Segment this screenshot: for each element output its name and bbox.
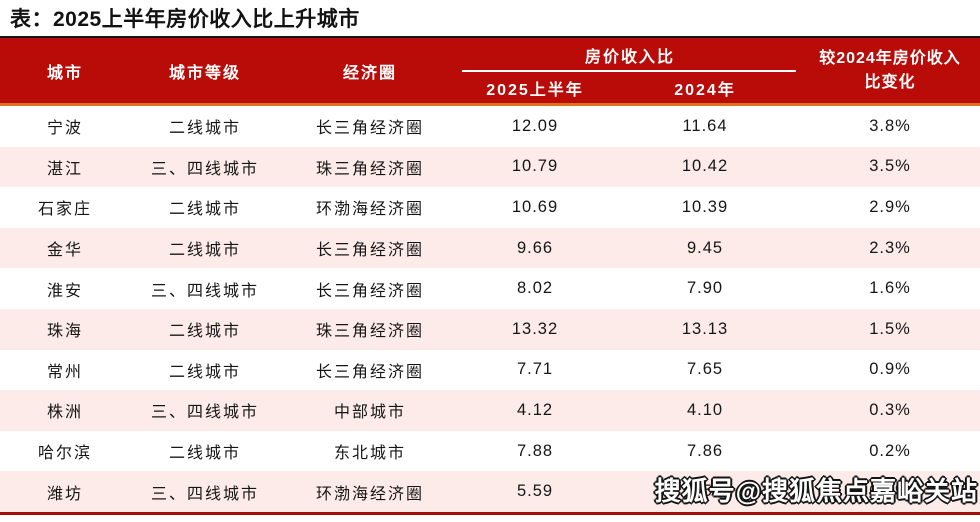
cell-region: 珠三角经济圈 [315, 323, 424, 341]
header-2025h1: 2025上半年 [460, 72, 610, 105]
table-row: 湛江 三、四线城市 珠三角经济圈 10.79 10.42 3.5% [0, 146, 980, 188]
cell-city: 常州 [46, 363, 83, 381]
cell-change: 1.6% [869, 279, 911, 298]
cell-city: 石家庄 [37, 201, 92, 219]
cell-city: 湛江 [46, 160, 83, 178]
cell-ratio-2024: 9.45 [686, 238, 724, 257]
header-ratio-group: 房价收入比 [460, 37, 801, 72]
cell-tier: 三、四线城市 [150, 160, 259, 178]
table-row: 淮安 三、四线城市 长三角经济圈 8.02 7.90 1.6% [0, 268, 980, 309]
cell-change: 0.2% [869, 441, 911, 460]
group-underline-rule [462, 70, 797, 72]
cell-change: 2.3% [869, 238, 911, 257]
cell-tier: 二线城市 [168, 120, 241, 138]
cell-ratio-2025h1: 9.66 [516, 238, 554, 257]
cell-ratio-2025h1: 10.69 [511, 197, 559, 216]
header-city: 城市 [0, 37, 130, 105]
cell-ratio-2025h1: 8.02 [516, 279, 554, 298]
cell-change: 3.5% [869, 157, 911, 176]
cell-region: 东北城市 [333, 445, 406, 463]
cell-region: 长三角经济圈 [315, 282, 424, 300]
cell-tier: 二线城市 [168, 445, 241, 463]
cell-region: 环渤海经济圈 [315, 201, 424, 219]
table-header: 城市 城市等级 经济圈 房价收入比 较2024年房价收入 比变化 2025上半年… [0, 37, 980, 105]
table-row: 石家庄 二线城市 环渤海经济圈 10.69 10.39 2.9% [0, 187, 980, 228]
housing-price-income-ratio-table: 城市 城市等级 经济圈 房价收入比 较2024年房价收入 比变化 2025上半年… [0, 36, 980, 515]
cell-ratio-2024: 4.10 [686, 400, 724, 419]
table-row: 珠海 二线城市 珠三角经济圈 13.32 13.13 1.5% [0, 308, 980, 350]
header-ratio-group-label: 房价收入比 [585, 49, 676, 66]
cell-ratio-2025h1: 7.71 [516, 360, 554, 379]
cell-city: 哈尔滨 [37, 445, 92, 463]
sohu-watermark: 搜狐号@搜狐焦点嘉峪关站 [654, 476, 978, 506]
cell-tier: 二线城市 [168, 201, 241, 219]
cell-region: 长三角经济圈 [315, 363, 424, 381]
header-economic-zone: 经济圈 [280, 37, 460, 105]
cell-city: 淮安 [46, 282, 83, 300]
cell-city: 金华 [46, 242, 83, 260]
cell-tier: 三、四线城市 [150, 485, 259, 503]
cell-change: 0.9% [869, 360, 911, 379]
cell-ratio-2024: 10.39 [681, 197, 729, 216]
cell-change: 0.3% [869, 400, 911, 419]
cell-ratio-2025h1: 10.79 [511, 157, 559, 176]
cell-city: 潍坊 [46, 485, 83, 503]
table-row: 株洲 三、四线城市 中部城市 4.12 4.10 0.3% [0, 390, 980, 431]
cell-ratio-2025h1: 4.12 [516, 400, 554, 419]
cell-city: 株洲 [46, 404, 83, 422]
cell-region: 环渤海经济圈 [315, 485, 424, 503]
cell-region: 中部城市 [333, 404, 406, 422]
cell-ratio-2025h1: 13.32 [511, 319, 559, 338]
cell-change: 1.5% [869, 319, 911, 338]
header-change-line1: 较2024年房价收入 [819, 50, 961, 68]
cell-ratio-2025h1: 12.09 [511, 116, 559, 135]
cell-city: 珠海 [46, 323, 83, 341]
cell-tier: 三、四线城市 [150, 282, 259, 300]
table-body: 宁波 二线城市 长三角经济圈 12.09 11.64 3.8% 湛江 三、四线城… [0, 104, 980, 514]
cell-change: 2.9% [869, 197, 911, 216]
cell-ratio-2024: 13.13 [681, 319, 729, 338]
header-2024: 2024年 [610, 72, 801, 105]
cell-ratio-2025h1: 7.88 [516, 441, 554, 460]
cell-ratio-2025h1: 5.59 [516, 482, 554, 501]
cell-ratio-2024: 10.42 [681, 157, 729, 176]
cell-region: 珠三角经济圈 [315, 160, 424, 178]
table-row: 潍坊 三、四线城市 环渤海经济圈 5.59 5.58 0.2% [0, 471, 980, 514]
header-city-tier: 城市等级 [130, 37, 280, 105]
cell-tier: 二线城市 [168, 363, 241, 381]
cell-ratio-2024: 7.86 [686, 441, 724, 460]
header-change-vs-2024: 较2024年房价收入 比变化 [800, 37, 980, 105]
cell-tier: 二线城市 [168, 242, 241, 260]
table-row: 常州 二线城市 长三角经济圈 7.71 7.65 0.9% [0, 349, 980, 391]
cell-city: 宁波 [46, 120, 83, 138]
table-row: 宁波 二线城市 长三角经济圈 12.09 11.64 3.8% [0, 104, 980, 147]
cell-ratio-2024: 7.65 [686, 360, 724, 379]
cell-ratio-2024: 5.58 [686, 482, 724, 501]
cell-ratio-2024: 7.90 [686, 279, 724, 298]
table-title: 表：2025上半年房价收入比上升城市 [10, 8, 360, 31]
cell-tier: 三、四线城市 [150, 404, 259, 422]
cell-change: 0.2% [869, 482, 911, 501]
header-change-line2: 比变化 [864, 73, 916, 91]
cell-ratio-2024: 11.64 [682, 116, 728, 135]
table-row: 金华 二线城市 长三角经济圈 9.66 9.45 2.3% [0, 227, 980, 269]
cell-tier: 二线城市 [168, 323, 241, 341]
cell-region: 长三角经济圈 [315, 242, 424, 260]
cell-change: 3.8% [869, 116, 911, 135]
cell-region: 长三角经济圈 [315, 120, 424, 138]
table-row: 哈尔滨 二线城市 东北城市 7.88 7.86 0.2% [0, 430, 980, 472]
